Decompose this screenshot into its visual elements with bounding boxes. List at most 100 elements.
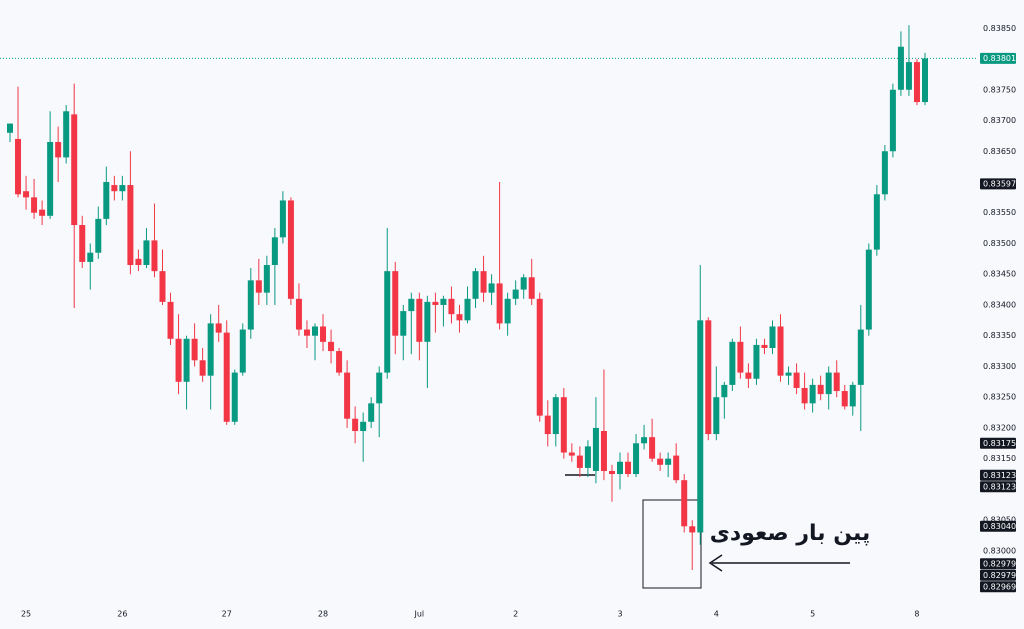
y-tick-label: 0.83200	[983, 423, 1016, 432]
x-tick-label: 4	[714, 610, 719, 619]
price-label: 0.82979	[983, 559, 1016, 568]
candle-body	[608, 470, 615, 475]
candle-body	[39, 209, 46, 216]
candle-body	[255, 280, 262, 293]
candle-body	[857, 329, 864, 385]
price-label: 0.82979	[983, 571, 1016, 580]
candle-body	[520, 277, 527, 290]
candle-body	[167, 301, 174, 339]
candle-body	[448, 298, 455, 315]
candle-body	[544, 415, 551, 435]
y-tick-label: 0.83850	[983, 24, 1016, 33]
candle-body	[737, 341, 744, 373]
candle-body	[897, 46, 904, 90]
candle-body	[841, 391, 848, 407]
y-tick-label: 0.83550	[983, 208, 1016, 217]
candle-body	[207, 323, 214, 376]
candle-body	[713, 397, 720, 435]
candle-body	[625, 461, 632, 475]
candle-body	[873, 194, 880, 250]
price-label-box	[980, 469, 1016, 481]
price-label: 0.82969	[983, 582, 1016, 591]
candle-body	[384, 271, 391, 373]
candle-body	[344, 372, 351, 419]
candle-body	[63, 111, 70, 158]
candle-body	[793, 372, 800, 388]
candle-body	[271, 237, 278, 265]
candle-body	[705, 320, 712, 435]
candle-body	[47, 142, 54, 216]
price-label-box	[980, 481, 1016, 493]
candle-body	[833, 372, 840, 392]
price-label: 0.83040	[983, 522, 1016, 531]
candle-body	[576, 455, 583, 468]
price-label: 0.83597	[983, 179, 1016, 188]
candle-body	[336, 351, 343, 373]
candle-body	[199, 360, 206, 376]
candle-body	[480, 271, 487, 293]
candle-body	[689, 526, 696, 533]
candle-body	[368, 403, 375, 422]
candle-body	[95, 218, 102, 253]
candle-body	[119, 185, 126, 192]
candle-body	[392, 271, 399, 336]
x-tick-label: 2	[513, 610, 518, 619]
candle-body	[472, 271, 479, 299]
y-tick-label: 0.83000	[983, 546, 1016, 555]
candle-body	[512, 289, 519, 299]
highlight-box	[642, 499, 702, 589]
candle-body	[496, 283, 503, 324]
candle-body	[159, 271, 166, 302]
candle-body	[239, 329, 246, 373]
candle-body	[761, 344, 768, 348]
price-label: 0.83801	[983, 54, 1016, 63]
y-tick-label: 0.83450	[983, 270, 1016, 279]
price-label-box	[980, 581, 1016, 593]
candle-body	[633, 443, 640, 475]
price-label-box	[980, 178, 1016, 190]
candle-body	[312, 326, 318, 336]
price-label: 0.83123	[983, 471, 1016, 480]
x-tick-label: 27	[222, 610, 232, 619]
candle-body	[536, 298, 543, 416]
candle-body	[175, 338, 182, 382]
candle-body	[721, 384, 728, 398]
candle-body	[913, 62, 920, 103]
candle-body	[641, 437, 648, 444]
candle-body	[825, 372, 832, 395]
candle-body	[111, 185, 118, 192]
candle-body	[809, 384, 816, 404]
candle-body	[135, 258, 142, 265]
candle-body	[31, 197, 38, 213]
candle-body	[849, 384, 856, 407]
y-tick-label: 0.83250	[983, 393, 1016, 402]
price-label: 0.83123	[983, 482, 1016, 491]
y-tick-label: 0.83750	[983, 85, 1016, 94]
candle-body	[665, 458, 672, 465]
candle-body	[424, 301, 431, 342]
x-tick-label: 25	[21, 610, 31, 619]
price-label: 0.83175	[983, 439, 1016, 448]
candle-body	[279, 200, 286, 238]
candle-body	[400, 311, 407, 336]
candle-body	[143, 240, 150, 265]
price-label-box	[980, 520, 1016, 532]
x-tick-label: 28	[318, 610, 328, 619]
y-tick-label: 0.83150	[983, 454, 1016, 463]
candle-body	[223, 332, 230, 422]
candle-body	[681, 480, 688, 527]
x-tick-label: 5	[810, 610, 815, 619]
candle-body	[127, 185, 134, 265]
x-tick-label: Jul	[414, 610, 425, 619]
candle-body	[560, 397, 567, 453]
candle-body	[7, 123, 13, 133]
candle-body	[191, 338, 198, 361]
candle-body	[584, 446, 591, 468]
candle-body	[263, 264, 270, 293]
arrow-head	[708, 554, 723, 572]
candle-body	[151, 240, 158, 272]
candle-body	[568, 452, 575, 456]
candle-body	[673, 455, 680, 481]
candle-body	[376, 372, 383, 404]
